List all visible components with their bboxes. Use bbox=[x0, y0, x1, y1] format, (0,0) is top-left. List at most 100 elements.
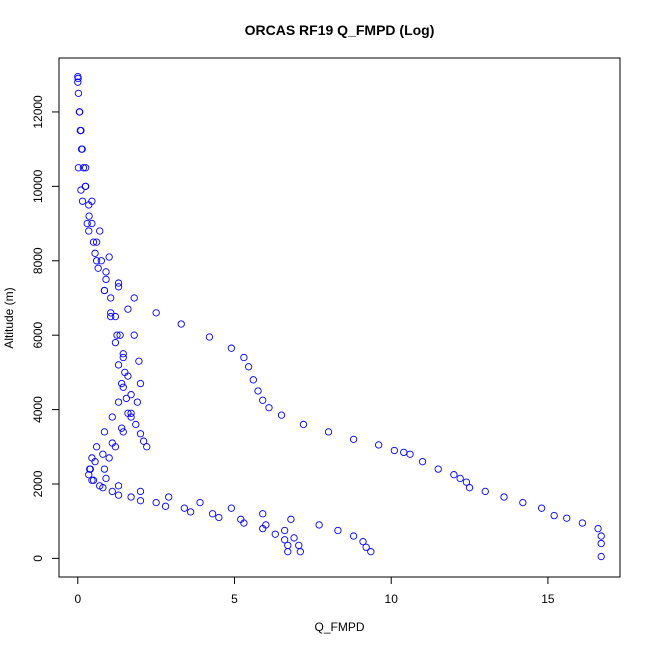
data-point bbox=[114, 482, 123, 490]
data-point bbox=[108, 413, 116, 421]
data-point bbox=[324, 428, 333, 436]
data-point bbox=[102, 275, 110, 284]
data-point bbox=[227, 344, 236, 352]
data-point bbox=[240, 353, 248, 362]
data-point bbox=[462, 478, 471, 486]
data-point bbox=[152, 309, 160, 317]
data-point bbox=[296, 548, 304, 556]
data-point bbox=[78, 197, 87, 205]
data-point bbox=[143, 443, 151, 451]
data-point bbox=[271, 530, 279, 538]
data-point bbox=[111, 338, 120, 347]
data-point bbox=[127, 413, 135, 421]
data-point bbox=[152, 498, 160, 507]
data-point bbox=[299, 420, 308, 429]
data-point bbox=[177, 320, 185, 328]
y-tick-label: 10000 bbox=[31, 169, 45, 203]
data-point bbox=[114, 491, 123, 499]
y-tick-label: 8000 bbox=[31, 247, 45, 274]
data-point bbox=[287, 515, 295, 523]
data-point bbox=[519, 498, 527, 507]
data-point bbox=[281, 526, 289, 535]
x-tick-label: 0 bbox=[74, 592, 81, 606]
data-point bbox=[111, 312, 120, 321]
data-point bbox=[597, 552, 605, 561]
data-point bbox=[254, 387, 262, 395]
data-point bbox=[390, 446, 398, 455]
y-tick-label: 0 bbox=[31, 555, 45, 562]
data-point bbox=[119, 353, 127, 362]
data-point bbox=[281, 536, 289, 544]
data-point bbox=[116, 331, 124, 339]
data-point bbox=[537, 504, 546, 512]
data-points bbox=[74, 72, 605, 561]
data-point bbox=[88, 219, 96, 228]
data-point bbox=[127, 493, 135, 501]
data-point bbox=[74, 78, 82, 86]
data-point bbox=[96, 482, 104, 490]
data-point bbox=[113, 331, 121, 339]
data-point bbox=[597, 532, 605, 540]
data-point bbox=[105, 253, 113, 261]
data-point bbox=[132, 420, 140, 429]
data-point bbox=[237, 515, 245, 523]
x-tick-label: 15 bbox=[541, 592, 555, 606]
data-point bbox=[118, 379, 126, 388]
data-point bbox=[249, 376, 257, 384]
data-point bbox=[88, 197, 96, 205]
data-point bbox=[259, 396, 267, 404]
data-point bbox=[92, 238, 101, 246]
data-point bbox=[406, 450, 414, 458]
data-point bbox=[563, 514, 571, 522]
data-point bbox=[92, 257, 101, 265]
data-point bbox=[79, 164, 88, 172]
x-axis-label: Q_FMPD bbox=[314, 620, 364, 634]
data-point bbox=[290, 534, 298, 542]
x-axis: 0 5 10 15 bbox=[74, 576, 555, 606]
chart-title: ORCAS RF19 Q_FMPD (Log) bbox=[245, 22, 435, 38]
data-point bbox=[418, 458, 427, 466]
data-point bbox=[107, 312, 115, 321]
data-point bbox=[83, 219, 91, 228]
data-point bbox=[96, 227, 104, 235]
data-point bbox=[97, 257, 105, 265]
data-point bbox=[114, 398, 123, 406]
data-point bbox=[284, 548, 292, 556]
data-point bbox=[107, 309, 115, 317]
data-point bbox=[135, 357, 143, 365]
data-point bbox=[597, 539, 605, 548]
data-point bbox=[130, 294, 138, 302]
data-point bbox=[208, 510, 217, 518]
data-point bbox=[119, 383, 127, 391]
data-point bbox=[481, 487, 489, 496]
data-point bbox=[105, 454, 113, 462]
y-axis: 0 2000 4000 6000 8000 10000 12000 bbox=[31, 95, 60, 562]
data-point bbox=[89, 238, 98, 246]
data-point bbox=[277, 411, 286, 419]
data-point bbox=[334, 526, 342, 535]
data-point bbox=[244, 363, 253, 371]
data-point bbox=[102, 474, 110, 483]
data-point bbox=[450, 471, 458, 479]
data-point bbox=[136, 487, 145, 496]
data-point bbox=[465, 484, 474, 492]
data-point bbox=[578, 519, 587, 527]
data-point bbox=[77, 186, 85, 194]
data-point bbox=[114, 361, 123, 369]
data-point bbox=[550, 511, 558, 520]
data-point bbox=[136, 379, 145, 388]
data-point bbox=[76, 108, 84, 116]
data-point bbox=[161, 502, 170, 510]
y-tick-label: 6000 bbox=[31, 322, 45, 349]
data-point bbox=[114, 279, 123, 287]
data-point bbox=[78, 145, 86, 153]
y-tick-label: 2000 bbox=[31, 470, 45, 497]
data-point bbox=[375, 441, 383, 449]
data-point bbox=[81, 182, 89, 191]
data-point bbox=[133, 398, 142, 406]
data-point bbox=[434, 465, 442, 473]
data-point bbox=[127, 391, 135, 399]
data-point bbox=[367, 548, 375, 556]
